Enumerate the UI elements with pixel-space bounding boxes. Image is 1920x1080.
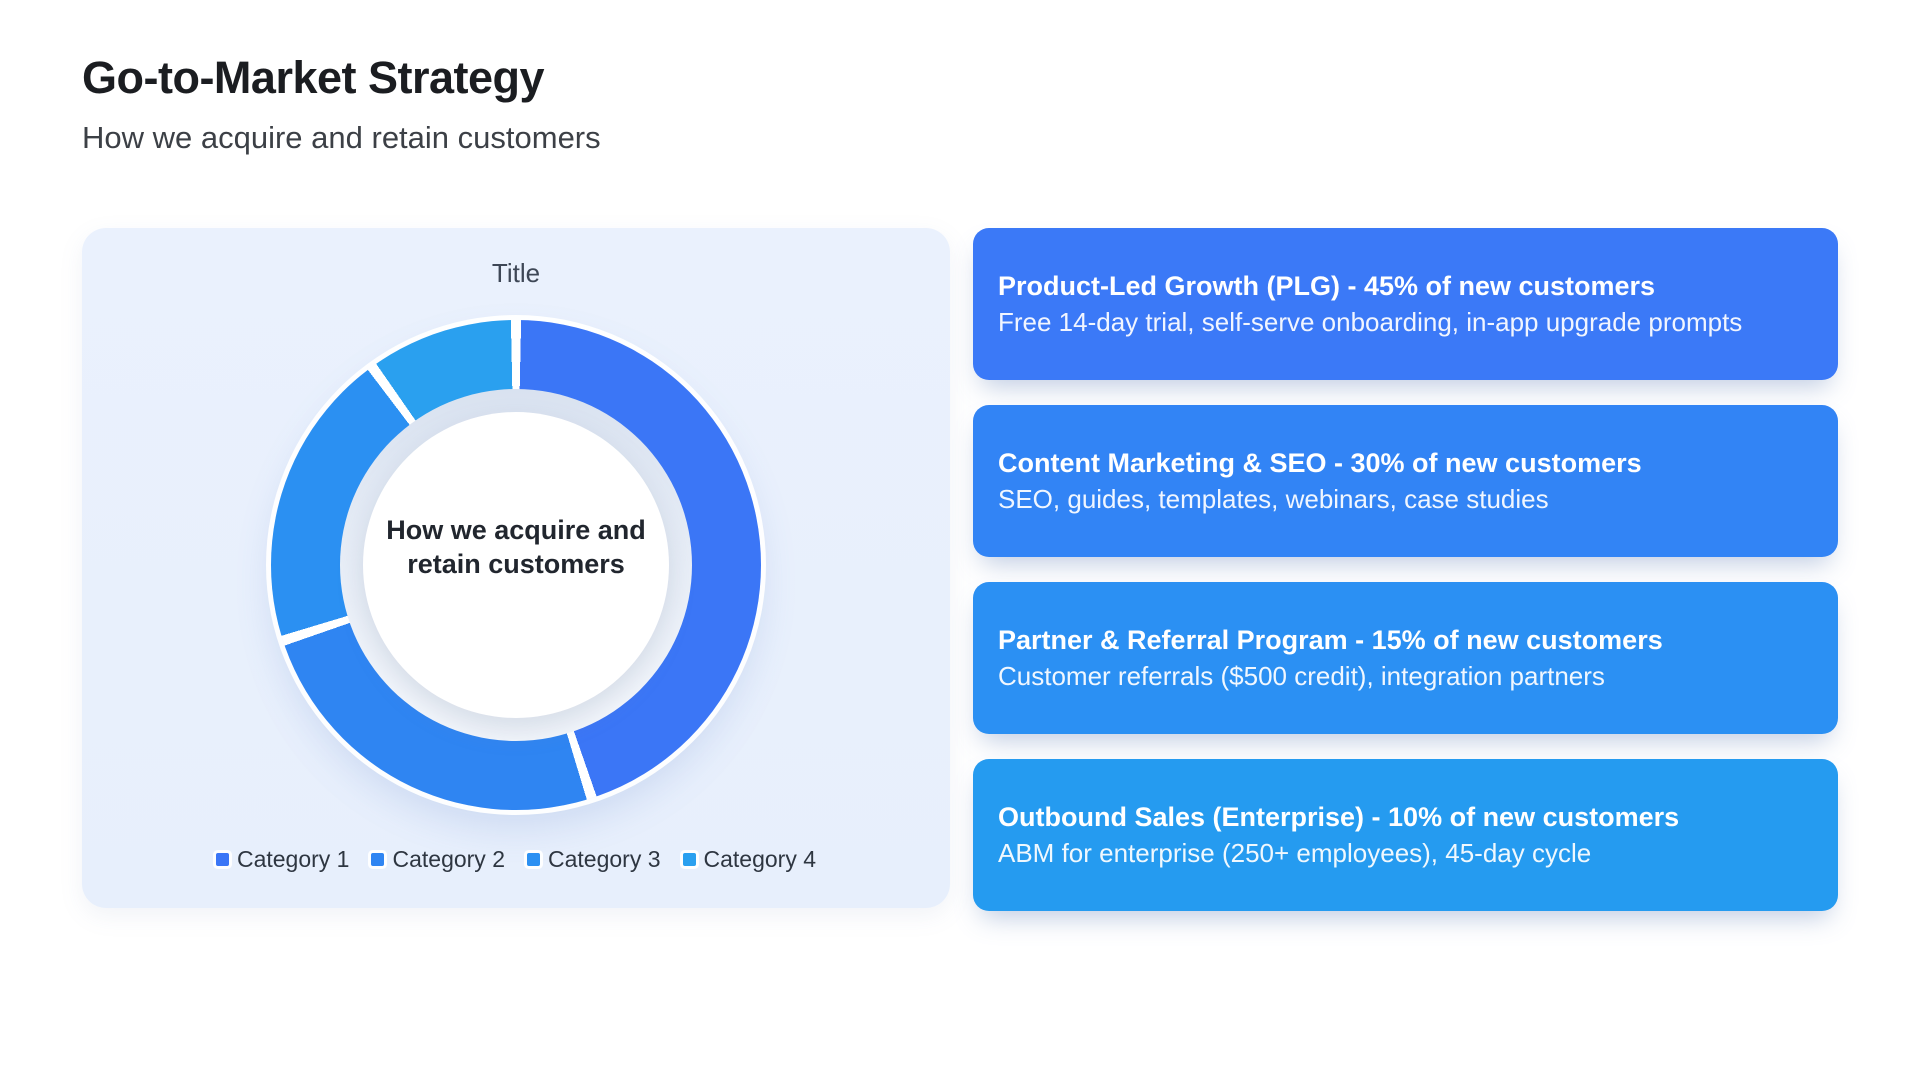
strategy-card-outbound-sales: Outbound Sales (Enterprise) - 10% of new… (973, 759, 1838, 911)
donut-center-label: How we acquire and retain customers (386, 513, 646, 581)
legend-swatch-icon (215, 853, 229, 866)
strategy-card-list: Product-Led Growth (PLG) - 45% of new cu… (973, 228, 1838, 936)
card-description: ABM for enterprise (250+ employees), 45-… (998, 838, 1592, 868)
page-title: Go-to-Market Strategy (82, 52, 545, 103)
legend-label: Category 1 (236, 846, 350, 872)
center-label-line-1: How we acquire and (386, 515, 646, 545)
legend-item-category-1: Category 1 (215, 846, 350, 873)
card-title: Content Marketing & SEO - 30% of new cus… (998, 448, 1642, 478)
card-title: Product-Led Growth (PLG) - 45% of new cu… (998, 271, 1656, 301)
legend-item-category-4: Category 4 (682, 846, 817, 873)
strategy-card-content-marketing: Content Marketing & SEO - 30% of new cus… (973, 405, 1838, 557)
chart-legend: Category 1 Category 2 Category 3 Categor… (82, 846, 950, 873)
card-description: SEO, guides, templates, webinars, case s… (998, 484, 1549, 514)
card-title: Partner & Referral Program - 15% of new … (998, 625, 1663, 655)
chart-title: Title (491, 258, 541, 288)
donut-chart: How we acquire and retain customers (271, 320, 761, 810)
legend-swatch-icon (371, 853, 385, 866)
legend-item-category-2: Category 2 (371, 846, 505, 873)
donut-chart-panel: Title How we acquire and retain customer… (82, 228, 950, 908)
card-description: Free 14-day trial, self-serve onboarding… (998, 307, 1743, 337)
legend-label: Category 2 (392, 846, 505, 872)
strategy-card-plg: Product-Led Growth (PLG) - 45% of new cu… (973, 228, 1838, 380)
donut-center-circle: How we acquire and retain customers (363, 412, 669, 718)
center-label-line-2: retain customers (407, 549, 625, 579)
legend-item-category-3: Category 3 (527, 846, 661, 873)
page-subtitle: How we acquire and retain customers (82, 120, 601, 155)
strategy-card-partner-referral: Partner & Referral Program - 15% of new … (973, 582, 1838, 734)
legend-swatch-icon (527, 853, 540, 866)
card-title: Outbound Sales (Enterprise) - 10% of new… (998, 802, 1680, 832)
legend-label: Category 4 (703, 846, 817, 872)
legend-swatch-icon (682, 853, 696, 866)
card-description: Customer referrals ($500 credit), integr… (998, 661, 1605, 691)
legend-label: Category 3 (548, 846, 661, 872)
